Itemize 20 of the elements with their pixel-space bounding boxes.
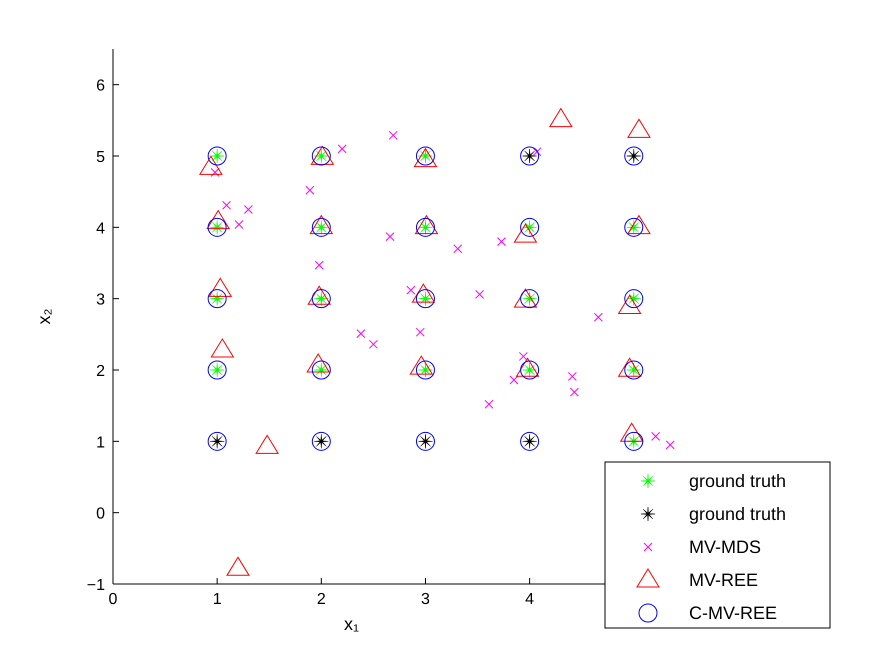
x-tick-label: 3	[421, 591, 430, 608]
x-axis-title: x₁	[344, 614, 360, 634]
legend-label: ground truth	[689, 471, 786, 491]
x-tick-label: 1	[212, 591, 222, 608]
x-tick-label: 2	[316, 591, 326, 608]
y-tick-label: 3	[96, 292, 106, 309]
y-tick-label: 6	[96, 78, 106, 95]
legend-label: ground truth	[689, 504, 786, 524]
y-tick-label: 5	[96, 149, 106, 166]
legend-label: C-MV-REE	[689, 603, 778, 623]
y-tick-label: 0	[96, 506, 106, 523]
y-tick-label: 1	[96, 434, 106, 452]
legend-label: MV-REE	[689, 570, 758, 590]
x-tick-label: 4	[525, 591, 534, 608]
y-tick-label: 2	[96, 363, 106, 380]
legend-label: MV-MDS	[689, 537, 761, 557]
x-tick-label: 0	[108, 591, 118, 608]
y-tick-label: 4	[96, 220, 106, 238]
y-tick-label: −1	[86, 577, 106, 594]
y-axis-title: x₂	[34, 308, 54, 324]
